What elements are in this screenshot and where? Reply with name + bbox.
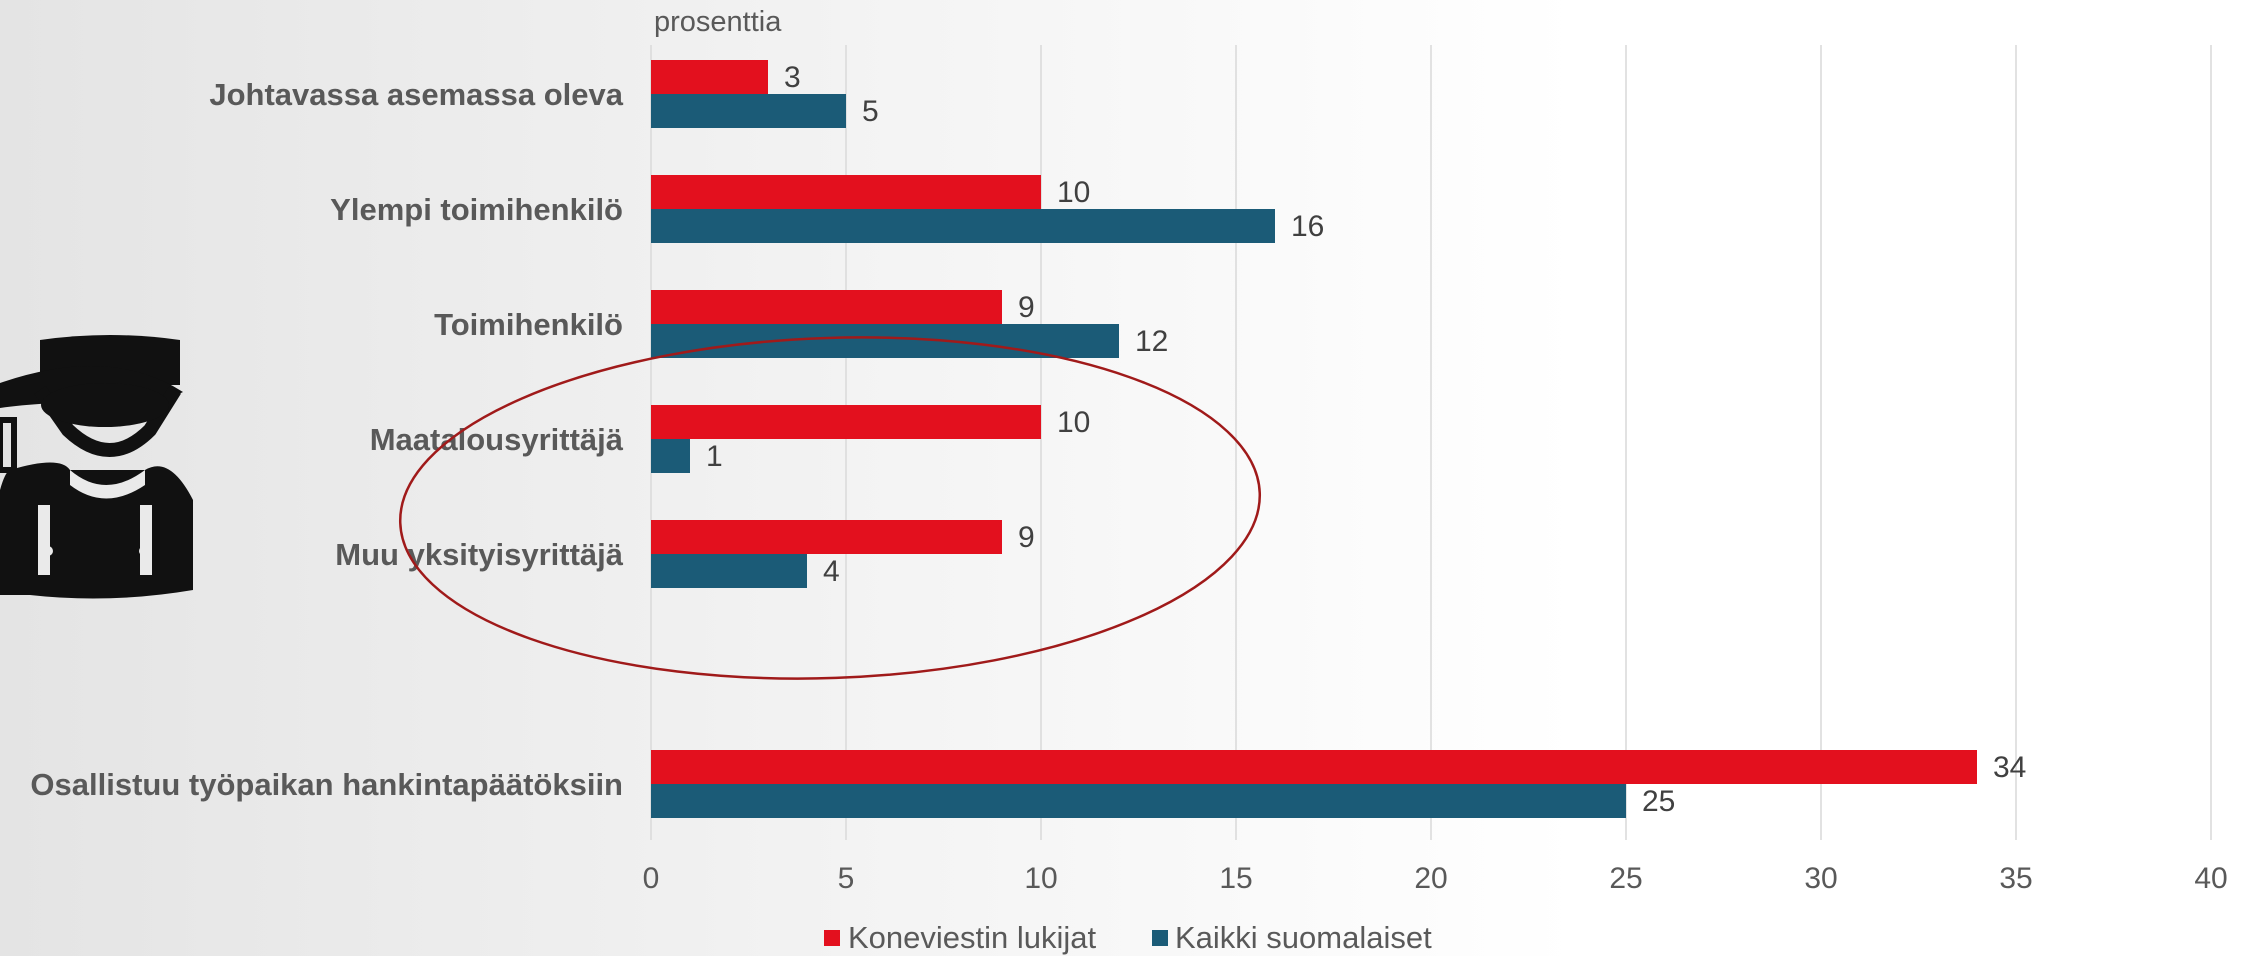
- x-tick-label: 5: [838, 862, 855, 895]
- x-tick-label: 0: [643, 862, 660, 895]
- data-label: 10: [1057, 406, 1090, 439]
- x-tick-label: 10: [1024, 862, 1057, 895]
- category-label: Toimihenkilö: [434, 307, 623, 342]
- data-label: 5: [862, 95, 879, 128]
- legend-swatch-koneviestin: [824, 930, 840, 946]
- highlight-ellipse: [398, 336, 1262, 680]
- bar-koneviestin-lukijat: [651, 405, 1041, 439]
- x-tick-label: 30: [1804, 862, 1837, 895]
- data-label: 16: [1291, 210, 1324, 243]
- legend-label-koneviestin: Koneviestin lukijat: [848, 920, 1097, 955]
- bars: 3 5 10 16 9 12 10 1 9 4 34 25: [651, 60, 2026, 818]
- data-label: 34: [1993, 751, 2026, 784]
- bar-koneviestin-lukijat: [651, 60, 768, 94]
- bar-kaikki-suomalaiset: [651, 209, 1275, 243]
- bar-koneviestin-lukijat: [651, 750, 1977, 784]
- data-label: 25: [1642, 785, 1675, 818]
- data-label: 9: [1018, 291, 1035, 324]
- legend-label-kaikki: Kaikki suomalaiset: [1175, 920, 1432, 955]
- unit-label: prosenttia: [654, 6, 782, 38]
- category-label: Ylempi toimihenkilö: [330, 192, 623, 227]
- bar-kaikki-suomalaiset: [651, 554, 807, 588]
- category-label: Osallistuu työpaikan hankintapäätöksiin: [30, 767, 623, 802]
- data-label: 9: [1018, 521, 1035, 554]
- bar-koneviestin-lukijat: [651, 290, 1002, 324]
- category-labels: Johtavassa asemassa oleva Ylempi toimihen…: [30, 77, 623, 802]
- bar-kaikki-suomalaiset: [651, 324, 1119, 358]
- category-label: Muu yksityisyrittäjä: [335, 537, 623, 572]
- data-label: 4: [823, 555, 840, 588]
- bar-kaikki-suomalaiset: [651, 439, 690, 473]
- data-label: 10: [1057, 176, 1090, 209]
- bar-koneviestin-lukijat: [651, 175, 1041, 209]
- category-label: Johtavassa asemassa oleva: [209, 77, 623, 112]
- x-tick-label: 15: [1219, 862, 1252, 895]
- bar-koneviestin-lukijat: [651, 520, 1002, 554]
- farmer-icon: [0, 335, 193, 599]
- data-label: 1: [706, 440, 723, 473]
- legend: Koneviestin lukijat Kaikki suomalaiset: [824, 920, 1432, 955]
- x-tick-label: 40: [2194, 862, 2227, 895]
- legend-swatch-kaikki: [1152, 930, 1168, 946]
- gridlines: [650, 45, 2212, 840]
- x-tick-label: 35: [1999, 862, 2032, 895]
- bar-kaikki-suomalaiset: [651, 784, 1626, 818]
- x-tick-label: 25: [1609, 862, 1642, 895]
- bar-kaikki-suomalaiset: [651, 94, 846, 128]
- data-label: 12: [1135, 325, 1168, 358]
- category-label: Maatalousyrittäjä: [370, 422, 624, 457]
- x-tick-label: 20: [1414, 862, 1447, 895]
- x-axis-ticks: 0 5 10 15 20 25 30 35 40: [643, 862, 2228, 895]
- data-label: 3: [784, 61, 801, 94]
